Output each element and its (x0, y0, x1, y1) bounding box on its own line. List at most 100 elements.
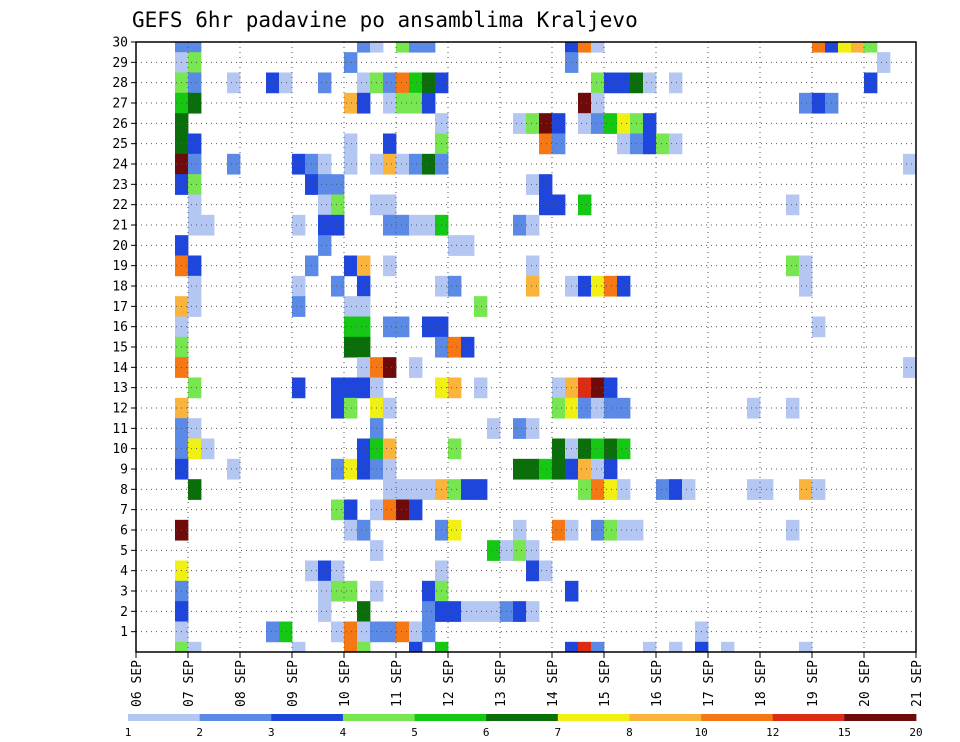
precip-cell-106 (786, 194, 800, 216)
precip-cell-34 (604, 72, 618, 94)
precip-cell-61 (604, 113, 618, 134)
precip-cell-238 (448, 479, 462, 500)
precip-cell-153 (357, 316, 371, 338)
precip-cell-79 (227, 153, 241, 175)
precip-cell-128 (383, 255, 397, 277)
precip-cell-296 (448, 601, 462, 622)
precip-cell-60 (591, 113, 605, 134)
precip-cell-43 (357, 92, 371, 114)
precip-cell-245 (656, 479, 670, 500)
precip-cell-243 (604, 479, 618, 500)
precip-cell-278 (318, 560, 332, 582)
precip-cell-48 (578, 92, 592, 114)
precip-cell-113 (396, 214, 410, 236)
precip-cell-35 (617, 72, 631, 94)
precip-cell-310 (383, 621, 397, 643)
precip-cell-186 (331, 397, 345, 419)
x-tick-label-2: 08 SEP (234, 660, 249, 707)
precip-cell-184 (604, 377, 618, 399)
y-tick-label-5: 5 (120, 544, 128, 559)
y-tick-label-29: 29 (112, 56, 128, 71)
precip-cell-203 (526, 418, 540, 439)
precip-cell-11 (825, 42, 839, 53)
precip-cell-150 (474, 296, 488, 317)
precip-cell-279 (331, 560, 345, 582)
y-tick-label-7: 7 (120, 503, 128, 518)
legend-swatch-9 (772, 714, 845, 721)
precip-cell-0 (175, 42, 189, 53)
y-tick-label-18: 18 (112, 280, 128, 295)
precip-cell-141 (591, 275, 605, 297)
precip-cell-42 (344, 92, 358, 114)
x-tick-label-1: 07 SEP (182, 660, 197, 707)
precip-cell-138 (526, 275, 540, 297)
precip-cell-250 (799, 479, 813, 500)
precip-cell-323 (578, 641, 592, 653)
precip-cell-109 (292, 214, 306, 236)
precip-cell-149 (357, 296, 371, 317)
precip-cell-105 (578, 194, 592, 216)
precip-cell-56 (526, 113, 540, 134)
precip-cell-211 (552, 438, 566, 460)
legend-label-12: 12 (766, 726, 779, 739)
precip-cell-98 (188, 194, 202, 216)
legend-swatch-2 (271, 714, 344, 721)
precip-cell-131 (799, 255, 813, 277)
precip-cell-256 (396, 499, 410, 521)
legend-swatch-5 (486, 714, 559, 721)
precip-cell-235 (409, 479, 423, 500)
legend-swatch-4 (414, 714, 487, 721)
y-tick-label-10: 10 (112, 442, 128, 457)
precip-cell-74 (643, 133, 657, 155)
precip-cell-147 (292, 296, 306, 317)
y-axis: 1234567891011121314151617181920212223242… (112, 36, 136, 640)
precip-cell-236 (422, 479, 436, 500)
precip-cell-253 (344, 499, 358, 521)
precip-cell-76 (669, 133, 683, 155)
precip-cell-317 (292, 641, 306, 653)
precip-cell-68 (383, 133, 397, 155)
precip-cell-248 (747, 479, 761, 500)
legend-label-5: 5 (411, 726, 418, 739)
precip-cell-282 (539, 560, 553, 582)
precip-cell-55 (513, 113, 527, 134)
precip-cell-325 (643, 641, 657, 653)
legend-label-6: 6 (483, 726, 490, 739)
precip-cell-108 (201, 214, 215, 236)
precip-cell-110 (318, 214, 332, 236)
precip-cell-213 (578, 438, 592, 460)
legend-swatch-7 (629, 714, 702, 721)
precip-cell-10 (812, 42, 826, 53)
precip-cell-199 (188, 418, 202, 439)
x-axis: 06 SEP 07 SEP 08 SEP 09 SEP 10 SEP 11 SEP 12 S… (130, 652, 925, 707)
y-tick-label-4: 4 (120, 564, 128, 579)
precip-cell-85 (383, 153, 397, 175)
precip-cell-197 (786, 397, 800, 419)
precip-cell-107 (188, 214, 202, 236)
precip-cell-80 (292, 153, 306, 175)
precip-cell-9 (591, 42, 605, 53)
precip-cell-304 (266, 621, 280, 643)
precip-cell-224 (513, 458, 527, 480)
precip-cell-83 (344, 153, 358, 175)
precip-cell-58 (552, 113, 566, 134)
y-tick-label-27: 27 (112, 97, 128, 112)
precip-cell-115 (422, 214, 436, 236)
precip-cell-135 (357, 275, 371, 297)
precip-cell-193 (591, 397, 605, 419)
precip-cell-49 (591, 92, 605, 114)
x-tick-label-13: 19 SEP (806, 660, 821, 707)
x-tick-label-6: 12 SEP (442, 660, 457, 707)
precip-cell-166 (357, 357, 371, 378)
precip-cell-1 (188, 42, 202, 53)
precip-cell-168 (383, 357, 397, 378)
precip-cell-75 (656, 133, 670, 155)
precip-cell-221 (357, 458, 371, 480)
precip-cell-316 (188, 641, 202, 653)
precip-cell-44 (383, 92, 397, 114)
precip-cell-180 (552, 377, 566, 399)
precip-cell-225 (526, 458, 540, 480)
x-tick-label-3: 09 SEP (286, 660, 301, 707)
precip-cell-308 (357, 621, 371, 643)
precip-cell-313 (422, 621, 436, 643)
